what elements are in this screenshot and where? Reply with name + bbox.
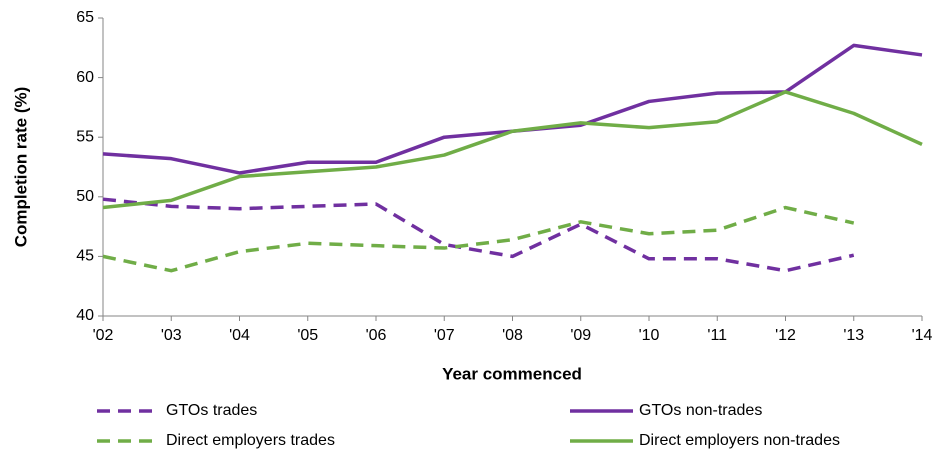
x-axis-title: Year commenced (442, 364, 582, 383)
x-tick-label: '09 (570, 327, 591, 344)
x-tick-label: '13 (843, 327, 864, 344)
x-tick-label: '06 (366, 327, 387, 344)
y-tick-label: 40 (76, 307, 94, 324)
x-tick-label: '05 (297, 327, 318, 344)
y-axis-title: Completion rate (%) (11, 87, 30, 248)
y-tick-label: 55 (76, 128, 94, 145)
y-tick-label: 50 (76, 188, 94, 205)
x-tick-label: '04 (229, 327, 250, 344)
x-tick-label: '02 (93, 327, 114, 344)
x-tick-label: '07 (434, 327, 455, 344)
x-tick-label: '08 (502, 327, 523, 344)
legend-label: GTOs trades (166, 402, 257, 419)
legend-label: Direct employers trades (166, 432, 335, 449)
x-tick-label: '10 (639, 327, 660, 344)
legend-label: GTOs non-trades (639, 402, 762, 419)
x-tick-label: '12 (775, 327, 796, 344)
series-line (102, 43, 923, 175)
series-line (102, 205, 855, 273)
series-line (102, 90, 923, 210)
y-tick-label: 65 (76, 9, 94, 26)
x-tick-label: '11 (707, 327, 727, 344)
legend-label: Direct employers non-trades (639, 432, 840, 449)
x-tick-label: '14 (912, 327, 933, 344)
series-line (102, 197, 855, 273)
y-tick-label: 60 (76, 69, 94, 86)
y-tick-label: 45 (76, 248, 94, 265)
x-tick-label: '03 (161, 327, 182, 344)
